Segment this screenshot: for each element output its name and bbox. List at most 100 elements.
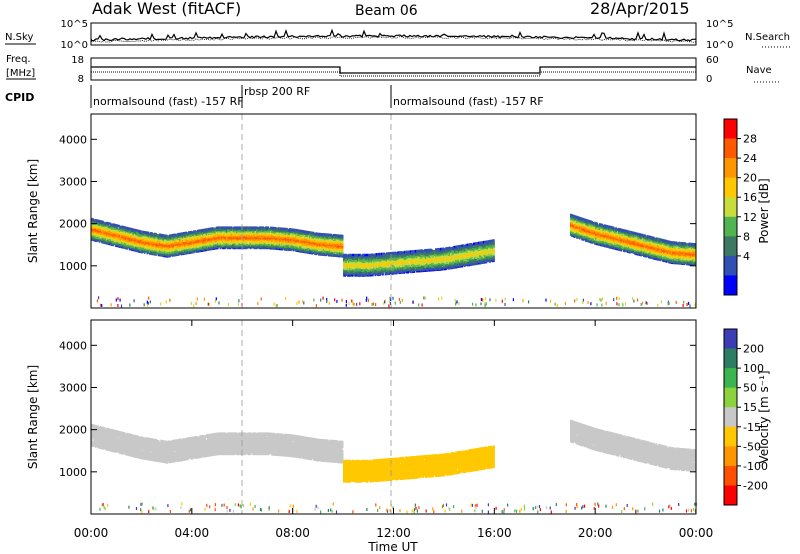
heatmap-cell (178, 232, 180, 236)
freq-tick-bottom: 8 (78, 74, 84, 85)
power-heatmap-cells (91, 213, 697, 308)
heatmap-cell (186, 232, 189, 235)
heatmap-cell (108, 236, 111, 240)
heatmap-cell (116, 240, 118, 244)
heatmap-cell (140, 243, 142, 247)
heatmap-cell (126, 247, 128, 250)
heatmap-cell (107, 238, 109, 242)
heatmap-cell (102, 236, 104, 240)
heatmap-cell (146, 243, 149, 246)
heatmap-cell (155, 232, 157, 236)
heatmap-cell (179, 252, 181, 255)
heatmap-cell (162, 234, 165, 237)
heatmap-cell (111, 231, 113, 234)
heatmap-cell (151, 251, 154, 254)
heatmap-cell (99, 225, 102, 228)
heatmap-cell (143, 233, 146, 236)
heatmap-cell (96, 219, 98, 222)
heatmap-cell (191, 242, 194, 245)
heatmap-cell (161, 233, 164, 237)
heatmap-cell (185, 249, 188, 252)
heatmap-cell (128, 227, 131, 230)
heatmap-cell (151, 247, 154, 250)
nsky-tick-top-left: 10^5 (61, 19, 88, 30)
heatmap-cell (108, 222, 111, 225)
heatmap-cell (145, 241, 147, 245)
heatmap-cell (114, 225, 117, 228)
heatmap-cell (112, 230, 114, 233)
heatmap-cell (186, 239, 189, 242)
heatmap-cell (152, 246, 155, 249)
nsky-trace (90, 28, 697, 42)
heatmap-cell (132, 243, 135, 246)
heatmap-cell (108, 229, 111, 233)
heatmap-cell (165, 246, 167, 249)
heatmap-cell (97, 238, 99, 241)
heatmap-cell (176, 249, 179, 253)
heatmap-cell (184, 244, 186, 248)
power-plot-bg (91, 114, 696, 308)
heatmap-cell (171, 245, 174, 248)
heatmap-cell (183, 243, 185, 246)
heatmap-cell (128, 230, 131, 233)
heatmap-cell (127, 233, 130, 236)
nsky-tick-bottom-right: 10^0 (706, 40, 733, 51)
nave-trace (91, 71, 696, 77)
heatmap-cell (167, 249, 170, 253)
heatmap-cell (179, 239, 181, 242)
heatmap-cell (109, 238, 112, 241)
heatmap-cell (97, 221, 99, 225)
heatmap-cell (96, 239, 98, 243)
heatmap-cell (189, 237, 191, 240)
heatmap-cell (186, 245, 189, 248)
heatmap-cell (155, 251, 157, 254)
heatmap-cell (111, 236, 113, 239)
heatmap-cell (108, 228, 111, 231)
heatmap-cell (97, 219, 99, 222)
heatmap-cell (120, 228, 122, 231)
cpid-segment-2: rbsp 200 RF (244, 85, 310, 98)
nsearch-trace (90, 36, 697, 43)
heatmap-cell (172, 245, 175, 249)
heatmap-cell (96, 221, 98, 224)
heatmap-cell (94, 220, 97, 223)
heatmap-cell (160, 241, 162, 244)
heatmap-cell (113, 239, 116, 242)
heatmap-cell (93, 220, 96, 224)
heatmap-cell (183, 238, 185, 242)
heatmap-cell (106, 239, 108, 242)
heatmap-cell (191, 231, 194, 234)
heatmap-cell (166, 244, 169, 248)
heatmap-cell (107, 235, 109, 239)
heatmap-cell (94, 218, 97, 222)
heatmap-cell (191, 236, 194, 239)
heatmap-cell (142, 230, 145, 234)
heatmap-cell (149, 248, 151, 251)
heatmap-cell (111, 232, 113, 236)
heatmap-cell (123, 226, 126, 229)
heatmap-cell (138, 236, 141, 240)
nave-tick-top: 60 (706, 55, 719, 66)
heatmap-cell (137, 229, 140, 232)
heatmap-cell (98, 232, 101, 236)
heatmap-cell (143, 231, 146, 234)
heatmap-cell (135, 229, 137, 232)
heatmap-cell (170, 242, 172, 245)
heatmap-cell (130, 236, 132, 239)
heatmap-cell (178, 234, 180, 237)
heatmap-cell (111, 227, 113, 230)
heatmap-cell (171, 239, 174, 242)
heatmap-cell (188, 235, 190, 239)
nave-label: Nave (746, 65, 772, 76)
heatmap-cell (91, 217, 93, 221)
heatmap-cell (159, 238, 161, 242)
heatmap-cell (145, 231, 147, 234)
heatmap-cell (157, 234, 160, 237)
heatmap-cell (185, 239, 188, 242)
heatmap-cell (131, 228, 133, 231)
heatmap-cell (176, 234, 179, 237)
heatmap-cell (164, 248, 166, 252)
heatmap-cell (146, 251, 149, 254)
heatmap-cell (167, 235, 170, 238)
